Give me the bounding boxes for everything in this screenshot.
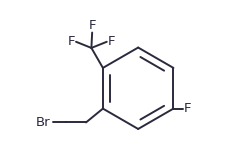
Text: F: F <box>183 102 191 115</box>
Text: Br: Br <box>36 116 50 129</box>
Text: F: F <box>107 35 115 48</box>
Text: F: F <box>88 19 96 32</box>
Text: F: F <box>68 35 75 48</box>
